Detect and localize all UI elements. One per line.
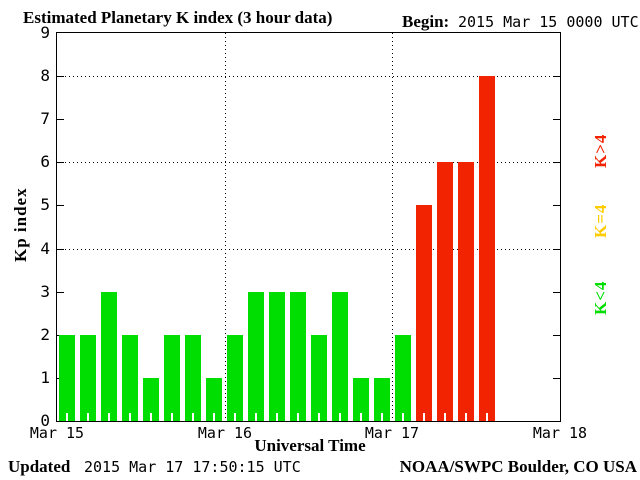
x-minor-tick [381, 413, 383, 421]
kp-bar-Mar15-0 [59, 335, 75, 421]
x-minor-tick [87, 413, 89, 421]
axis-tick [57, 249, 64, 250]
kp-bar-Mar17-2 [437, 162, 453, 421]
y-tick-label-2: 2 [40, 325, 50, 344]
gridline-kp-6 [57, 162, 560, 163]
gridline-kp-4 [57, 249, 560, 250]
axis-tick [553, 335, 560, 336]
y-tick-label-7: 7 [40, 109, 50, 128]
y-tick-label-3: 3 [40, 282, 50, 301]
axis-tick [57, 162, 64, 163]
kp-bar-Mar16-0 [227, 335, 243, 421]
kp-bar-Mar15-3 [122, 335, 138, 421]
x-minor-tick [213, 413, 215, 421]
y-tick-label-9: 9 [40, 23, 50, 42]
x-axis-label: Universal Time [254, 436, 366, 455]
x-minor-tick [465, 413, 467, 421]
x-minor-tick [339, 413, 341, 421]
x-minor-tick [66, 413, 68, 421]
x-tick-label-Mar15: Mar 15 [29, 424, 85, 442]
x-tick-label-Mar18: Mar 18 [532, 424, 588, 442]
kp-bar-Mar16-3 [290, 292, 306, 421]
credit-text: NOAA/SWPC Boulder, CO USA [399, 457, 637, 476]
y-tick-label-1: 1 [40, 368, 50, 387]
y-tick-label-0: 0 [40, 411, 50, 430]
kp-bar-Mar15-1 [80, 335, 96, 421]
x-tick-label-Mar16: Mar 16 [197, 424, 253, 442]
kp-bar-Mar15-2 [101, 292, 117, 421]
kp-bar-Mar17-0 [395, 335, 411, 421]
x-minor-tick [444, 413, 446, 421]
x-minor-tick [402, 413, 404, 421]
kp-bar-Mar16-5 [332, 292, 348, 421]
x-minor-tick [318, 413, 320, 421]
begin-value: 2015 Mar 15 0000 UTC [458, 13, 639, 31]
begin-label: Begin: [402, 12, 450, 31]
axis-tick [553, 249, 560, 250]
y-tick-label-4: 4 [40, 239, 50, 258]
legend-item-0: K>4 [591, 133, 610, 168]
x-minor-tick [423, 413, 425, 421]
x-minor-tick [255, 413, 257, 421]
kp-bar-Mar15-6 [185, 335, 201, 421]
updated-value: 2015 Mar 17 17:50:15 UTC [84, 458, 301, 476]
gridline-day-boundary [225, 33, 226, 421]
kp-bar-Mar16-1 [248, 292, 264, 421]
axis-tick [57, 292, 64, 293]
axis-tick [57, 119, 64, 120]
chart-title: Estimated Planetary K index (3 hour data… [23, 8, 333, 27]
x-minor-tick [192, 413, 194, 421]
plot-area [56, 32, 561, 422]
x-minor-tick [150, 413, 152, 421]
axis-tick [553, 162, 560, 163]
kp-bar-Mar15-7 [206, 378, 222, 421]
kp-bar-Mar16-7 [374, 378, 390, 421]
kp-bar-Mar15-5 [164, 335, 180, 421]
x-minor-tick [276, 413, 278, 421]
gridline-day-boundary [392, 33, 393, 421]
x-minor-tick [129, 413, 131, 421]
axis-tick [553, 378, 560, 379]
x-minor-tick [234, 413, 236, 421]
kp-bar-Mar17-1 [416, 205, 432, 421]
kp-bar-Mar15-4 [143, 378, 159, 421]
x-minor-tick [171, 413, 173, 421]
kp-bar-Mar17-4 [479, 76, 495, 421]
legend-item-2: K<4 [591, 280, 610, 315]
y-tick-label-6: 6 [40, 152, 50, 171]
kp-bar-Mar16-2 [269, 292, 285, 421]
kp-bar-Mar17-3 [458, 162, 474, 421]
axis-tick [553, 292, 560, 293]
y-tick-label-5: 5 [40, 195, 50, 214]
axis-tick [553, 119, 560, 120]
axis-tick [57, 76, 64, 77]
gridline-kp-8 [57, 76, 560, 77]
x-minor-tick [486, 413, 488, 421]
x-tick-label-Mar17: Mar 17 [364, 424, 420, 442]
y-tick-label-8: 8 [40, 66, 50, 85]
x-minor-tick [108, 413, 110, 421]
kp-bar-Mar16-4 [311, 335, 327, 421]
updated-label: Updated [8, 457, 71, 476]
x-minor-tick [360, 413, 362, 421]
kp-bar-Mar16-6 [353, 378, 369, 421]
axis-tick [553, 205, 560, 206]
legend-item-1: K=4 [591, 203, 610, 238]
axis-tick [57, 205, 64, 206]
axis-tick [553, 76, 560, 77]
x-minor-tick [297, 413, 299, 421]
